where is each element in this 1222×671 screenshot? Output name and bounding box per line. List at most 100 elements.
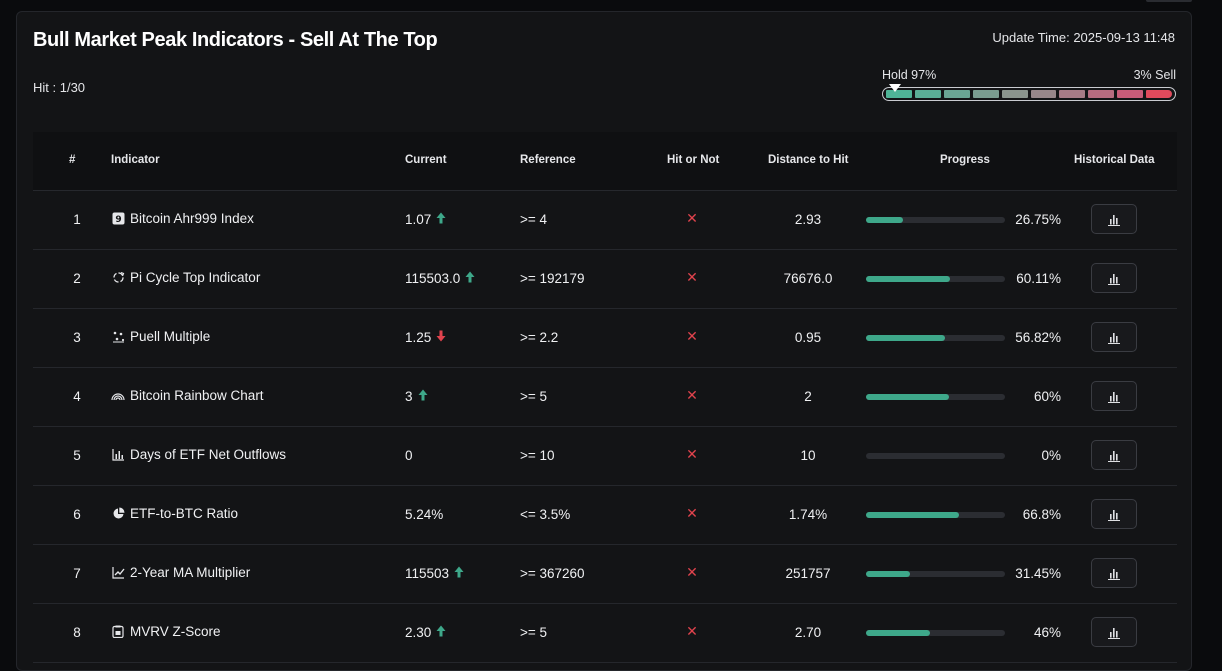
progress-bar: [866, 276, 1005, 282]
top-edge-stub: [1146, 0, 1192, 2]
indicator-name: Days of ETF Net Outflows: [130, 447, 287, 462]
progress-percent: 46%: [1033, 625, 1061, 640]
current-value: 2.30: [405, 625, 432, 640]
bar-chart-icon: [1108, 273, 1120, 285]
trend-up-icon: [418, 389, 428, 404]
historical-data-button[interactable]: [1091, 263, 1137, 293]
indicator-name: MVRV Z-Score: [130, 624, 221, 639]
historical-data-button[interactable]: [1091, 499, 1137, 529]
progress-bar: [866, 571, 1005, 577]
indicator-cell[interactable]: MVRV Z-Score: [111, 624, 221, 639]
gauge-segment: [943, 90, 970, 98]
reference-value: >= 367260: [520, 566, 585, 581]
progress-percent: 60%: [1033, 389, 1061, 404]
indicators-table: # Indicator Current Reference Hit or Not…: [33, 132, 1177, 663]
historical-data-button[interactable]: [1091, 617, 1137, 647]
reference-value: >= 10: [520, 448, 555, 463]
hold-label: Hold 97%: [882, 68, 937, 82]
progress-bar: [866, 630, 1005, 636]
table-body: 1 9 Bitcoin Ahr999 Index 1.07 >= 4 ✕ 2.9…: [33, 191, 1177, 663]
update-time: Update Time: 2025-09-13 11:48: [992, 30, 1175, 45]
historical-data-button[interactable]: [1091, 204, 1137, 234]
progress-fill: [866, 394, 950, 400]
trend-up-icon: [436, 212, 446, 227]
progress-bar: [866, 217, 1005, 223]
row-number: 8: [73, 625, 81, 640]
svg-text:9: 9: [115, 215, 121, 225]
indicator-cell[interactable]: 9 Bitcoin Ahr999 Index: [111, 211, 254, 226]
col-indicator: Indicator: [111, 154, 160, 166]
indicator-name: ETF-to-BTC Ratio: [130, 506, 239, 521]
table-row: 1 9 Bitcoin Ahr999 Index 1.07 >= 4 ✕ 2.9…: [33, 191, 1177, 250]
bar-chart-icon: [1108, 391, 1120, 403]
col-history: Historical Data: [1074, 154, 1155, 166]
historical-data-button[interactable]: [1091, 381, 1137, 411]
rainbow-icon: [111, 389, 125, 403]
indicator-cell[interactable]: 2-Year MA Multiplier: [111, 565, 250, 580]
table-row: 4 Bitcoin Rainbow Chart 3 >= 5 ✕ 2 60%: [33, 368, 1177, 427]
trend-down-icon: [436, 330, 446, 345]
table-row: 5 Days of ETF Net Outflows 0 >= 10 ✕ 10 …: [33, 427, 1177, 486]
distance-value: 2: [804, 389, 812, 404]
reference-value: >= 5: [520, 389, 548, 404]
historical-data-button[interactable]: [1091, 440, 1137, 470]
historical-data-button[interactable]: [1091, 322, 1137, 352]
indicator-name: Puell Multiple: [130, 329, 211, 344]
indicators-panel: Bull Market Peak Indicators - Sell At Th…: [16, 11, 1192, 671]
bar-chart-icon: [1108, 450, 1120, 462]
gauge-marker-icon: [888, 84, 901, 92]
distance-value: 10: [800, 448, 816, 463]
indicator-name: 2-Year MA Multiplier: [130, 565, 251, 580]
hit-status-icon: ✕: [686, 387, 698, 403]
bar-chart-icon: [111, 448, 125, 462]
progress-bar: [866, 335, 1005, 341]
reference-value: >= 5: [520, 625, 548, 640]
table-row: 3 Puell Multiple 1.25 >= 2.2 ✕ 0.95 56.8…: [33, 309, 1177, 368]
current-cell: 115503.0: [405, 271, 475, 286]
progress-percent: 56.82%: [1015, 330, 1061, 345]
table-header: # Indicator Current Reference Hit or Not…: [33, 132, 1177, 191]
indicator-cell[interactable]: Bitcoin Rainbow Chart: [111, 388, 264, 403]
progress-bar: [866, 453, 1005, 459]
indicator-cell[interactable]: ETF-to-BTC Ratio: [111, 506, 238, 521]
puell-icon: [111, 330, 125, 344]
distance-value: 1.74%: [788, 507, 828, 522]
line-chart-icon: [111, 566, 125, 580]
indicator-cell[interactable]: Pi Cycle Top Indicator: [111, 270, 260, 285]
distance-value: 2.93: [794, 212, 822, 227]
pie-chart-icon: [111, 507, 125, 521]
row-number: 7: [73, 566, 81, 581]
reference-value: >= 2.2: [520, 330, 559, 345]
current-cell: 3: [405, 389, 428, 404]
historical-data-button[interactable]: [1091, 558, 1137, 588]
hit-status-icon: ✕: [686, 505, 698, 521]
table-row: 8 MVRV Z-Score 2.30 >= 5 ✕ 2.70 46%: [33, 604, 1177, 663]
gauge-bar: [882, 84, 1176, 101]
current-cell: 2.30: [405, 625, 446, 640]
progress-fill: [866, 571, 910, 577]
table-row: 6 ETF-to-BTC Ratio 5.24% <= 3.5% ✕ 1.74%…: [33, 486, 1177, 545]
table-row: 7 2-Year MA Multiplier 115503 >= 367260 …: [33, 545, 1177, 604]
bar-chart-icon: [1108, 214, 1120, 226]
current-value: 1.07: [405, 212, 432, 227]
col-current: Current: [405, 154, 447, 166]
current-value: 115503.0: [405, 271, 461, 286]
row-number: 3: [73, 330, 81, 345]
distance-value: 0.95: [794, 330, 822, 345]
gauge-segment: [972, 90, 999, 98]
gauge-segment: [1146, 90, 1173, 98]
bar-chart-icon: [1108, 568, 1120, 580]
indicator-name: Pi Cycle Top Indicator: [130, 270, 261, 285]
indicator-cell[interactable]: Days of ETF Net Outflows: [111, 447, 286, 462]
current-value: 0: [405, 448, 413, 463]
indicator-cell[interactable]: Puell Multiple: [111, 329, 210, 344]
bar-chart-icon: [1108, 332, 1120, 344]
hit-status-icon: ✕: [686, 328, 698, 344]
gauge-segment: [1059, 90, 1086, 98]
row-number: 4: [73, 389, 81, 404]
bar-chart-icon: [1108, 627, 1120, 639]
distance-value: 251757: [785, 566, 831, 581]
current-cell: 1.25: [405, 330, 446, 345]
progress-percent: 0%: [1041, 448, 1061, 463]
page-title: Bull Market Peak Indicators - Sell At Th…: [33, 29, 438, 51]
